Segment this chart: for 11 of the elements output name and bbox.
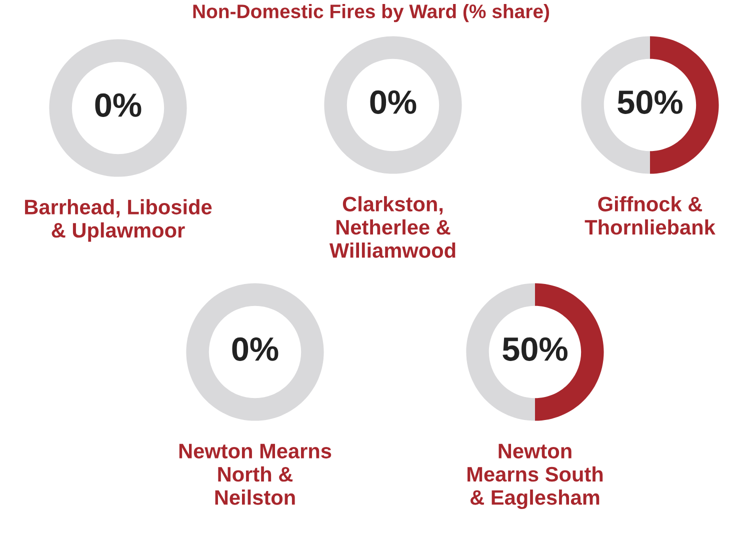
text: Barrhead, Liboside & Uplawmoor xyxy=(25,199,212,242)
data-label: 50% xyxy=(618,90,682,114)
text: Newton Mearns North & Neilston xyxy=(179,444,332,505)
text: Non-Domestic Fires by Ward (% share) xyxy=(193,4,550,22)
text: 0% xyxy=(232,337,278,361)
text: Newton Mearns South & Eaglesham xyxy=(468,444,603,510)
text: Clarkston, Netherlee & Williamwood xyxy=(329,196,456,258)
text: 0% xyxy=(95,93,142,117)
text: Giffnock & Thornliebank xyxy=(584,196,716,235)
text: 0% xyxy=(370,90,416,114)
data-label: 50% xyxy=(502,337,568,361)
